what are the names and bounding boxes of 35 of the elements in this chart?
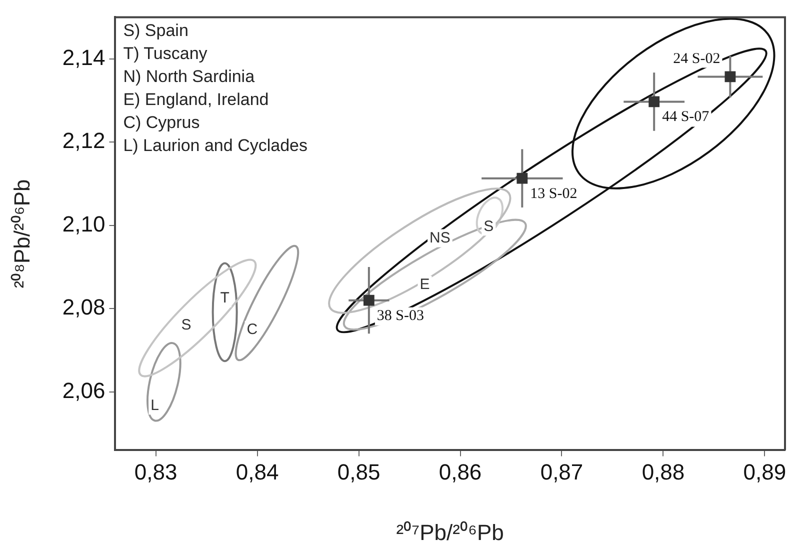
y-tick-label: 2,08: [62, 294, 106, 320]
annotation: S: [484, 218, 494, 235]
x-tick-label: 0,86: [438, 459, 482, 484]
annotation: N) North Sardinia: [123, 66, 256, 88]
y-tick-label: 2,14: [62, 44, 106, 70]
point: [516, 172, 528, 184]
x-axis-title: ²⁰⁷Pb/²⁰⁶Pb: [396, 520, 504, 545]
annotation: NS: [430, 229, 450, 246]
point: [648, 96, 660, 108]
annotation: S) Spain: [123, 20, 190, 42]
annotation: E: [420, 276, 430, 294]
point: [363, 294, 374, 306]
x-tick-label: 0,84: [236, 459, 279, 484]
y-tick-label: 2,10: [62, 211, 106, 236]
y-axis-title: ²⁰⁸Pb/²⁰⁶Pb: [9, 179, 34, 288]
x-tick-label: 0,87: [540, 459, 584, 484]
x-tick-label: 0,85: [337, 459, 380, 484]
annotation: T: [220, 289, 230, 306]
annotation: 13 S-02: [530, 186, 578, 202]
annotation: S: [181, 316, 192, 334]
annotation: L: [150, 396, 159, 414]
annotation: L) Laurion and Cyclades: [123, 135, 308, 158]
annotation: 38 S-03: [376, 308, 424, 324]
x-tick-label: 0,83: [134, 459, 178, 484]
point: [724, 71, 736, 82]
annotation: C) Cyprus: [123, 112, 201, 134]
annotation: 44 S-07: [662, 109, 710, 126]
annotation: E) England, Ireland: [123, 89, 270, 112]
annotation: 24 S-02: [673, 51, 720, 68]
annotation: C: [246, 321, 258, 338]
x-tick-label: 0,88: [642, 459, 685, 484]
annotation: T) Tuscany: [123, 43, 208, 66]
y-tick-label: 2,12: [62, 128, 106, 154]
y-tick-label: 2,06: [62, 378, 106, 403]
x-tick-label: 0,89: [743, 459, 786, 484]
